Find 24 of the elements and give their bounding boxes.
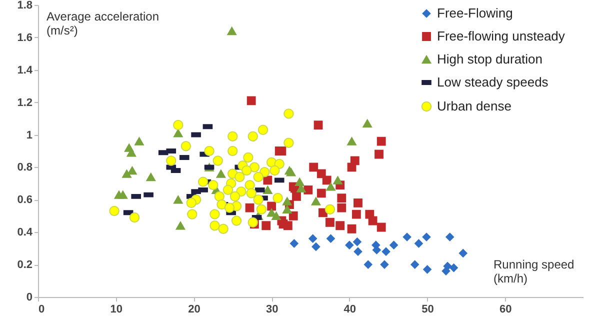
y-tick-label: 0 bbox=[26, 292, 32, 304]
y-tick-label: 1.4 bbox=[17, 64, 34, 76]
x-tick-label: 10 bbox=[110, 304, 122, 316]
x-tick-label: 60 bbox=[500, 304, 512, 316]
y-tick-label: 0.8 bbox=[17, 162, 32, 174]
legend-label: Free-flowing unsteady bbox=[437, 28, 566, 44]
x-tick-label: 20 bbox=[188, 304, 200, 316]
y-tick-label: 1.2 bbox=[17, 96, 32, 109]
legend-label: Low steady speeds bbox=[437, 74, 549, 90]
y-axis-title: Average acceleration (m/s²) bbox=[46, 10, 160, 38]
y-tick-label: 0.2 bbox=[17, 259, 32, 272]
legend-label: Urban dense bbox=[437, 98, 512, 114]
y-tick-label: 0.6 bbox=[17, 194, 32, 206]
x-tick-label: 50 bbox=[422, 304, 434, 316]
x-tick-label: 40 bbox=[344, 304, 356, 316]
y-tick-label: 1 bbox=[26, 129, 32, 142]
y-tick-label: 0.4 bbox=[17, 226, 34, 239]
x-tick-label: 30 bbox=[266, 304, 278, 316]
y-tick-label: 1.6 bbox=[17, 32, 32, 44]
y-tick-label: 1.8 bbox=[17, 0, 32, 12]
legend-label: Free-Flowing bbox=[437, 6, 513, 20]
x-axis-title: Running speed (km/h) bbox=[494, 258, 574, 286]
x-tick-label: 0 bbox=[38, 304, 45, 316]
legend-label: High stop duration bbox=[437, 52, 543, 66]
